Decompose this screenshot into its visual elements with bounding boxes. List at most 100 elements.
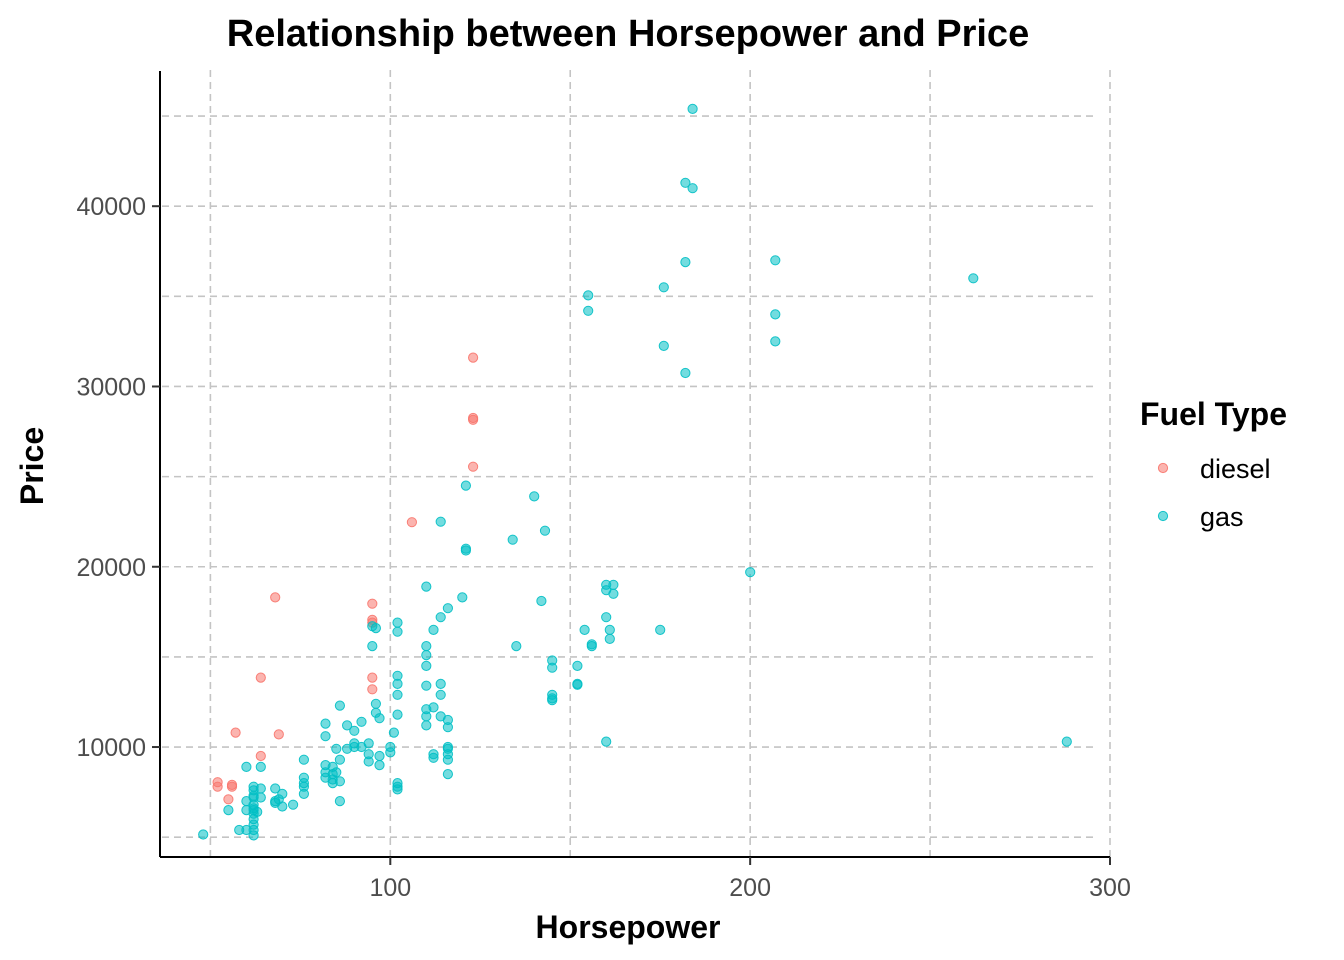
data-point-gas [241,761,252,773]
data-point-gas [608,579,619,590]
data-point-diesel [468,352,479,363]
data-point-gas [252,806,263,818]
data-point-gas [460,480,471,491]
axis-ticks: 100 200 300 10000 20000 30000 40000 [76,193,1130,902]
data-point-gas [770,336,781,347]
legend-title: Fuel Type [1140,396,1287,432]
data-point-gas [442,603,453,614]
data-point-gas [270,783,281,794]
data-point-gas [421,641,432,652]
data-point-gas [334,796,345,807]
data-point-gas [457,592,468,603]
data-point-gas [277,788,288,800]
data-point-gas [687,103,698,115]
data-point-gas [601,736,612,747]
x-tick-label: 100 [369,874,411,902]
data-point-gas [277,801,288,812]
y-tick-label: 40000 [76,193,146,221]
data-point-gas [680,367,691,379]
data-point-gas [583,290,594,301]
data-point-gas [288,799,299,810]
data-point-gas [680,177,691,188]
data-point-diesel [270,592,281,603]
legend-key-gas [1157,510,1169,522]
data-point-gas [421,660,432,672]
legend-label-gas: gas [1200,502,1244,532]
data-point-gas [745,567,756,578]
data-point-gas [572,660,583,672]
data-point-gas [547,695,558,706]
data-point-gas [392,626,403,637]
data-point-gas [460,545,471,556]
data-point-gas [331,743,342,754]
legend-item-diesel: diesel [1157,454,1271,484]
data-point-gas [529,491,540,502]
data-point-gas [342,720,353,731]
data-point-diesel [223,794,234,805]
data-point-gas [320,718,331,729]
data-point-gas [320,731,331,742]
data-point-gas [198,829,209,840]
data-point-gas [586,641,597,652]
legend-key-diesel [1157,462,1169,474]
y-tick-label: 10000 [76,734,146,762]
data-point-diesel [367,598,378,609]
data-point-gas [604,624,615,636]
data-point-gas [392,784,403,795]
data-point-gas [536,595,547,607]
data-point-gas [442,769,453,780]
data-point-gas [770,309,781,320]
x-axis-title: Horsepower [536,909,721,945]
data-point-gas [421,680,432,691]
data-point-gas [334,700,345,711]
data-point-gas [255,761,266,773]
data-point-diesel [367,684,378,695]
data-point-diesel [468,414,479,425]
data-point-gas [770,255,781,266]
data-point-gas [1061,736,1072,747]
data-point-gas [511,641,522,652]
data-point-gas [392,709,403,720]
data-point-gas [374,760,385,771]
grid-lines [162,70,1111,857]
y-tick-label: 30000 [76,373,146,401]
data-point-gas [547,662,558,673]
data-point-gas [539,525,551,536]
data-point-gas [428,702,439,713]
data-point-gas [435,612,446,623]
series-diesel [212,352,479,805]
data-point-gas [223,805,234,816]
x-tick-label: 300 [1089,874,1131,902]
data-point-gas [421,581,432,592]
data-point-diesel [255,750,266,762]
data-point-gas [421,650,432,661]
data-point-gas [658,282,669,293]
data-point-gas [608,588,619,599]
data-point-gas [601,612,612,623]
data-point-gas [658,340,669,351]
legend-label-diesel: diesel [1200,454,1271,484]
data-point-diesel [230,727,241,738]
data-point-gas [392,670,403,681]
data-point-gas [435,516,446,527]
data-point-gas [255,783,266,794]
data-point-gas [334,754,345,765]
data-point-gas [349,725,360,736]
legend: Fuel Type diesel gas [1140,396,1287,532]
data-point-gas [392,617,403,628]
data-point-gas [334,776,345,787]
series-gas [198,103,1072,841]
data-point-gas [572,679,583,690]
data-point-gas [374,750,385,762]
data-point-gas [680,257,691,268]
data-point-gas [428,624,439,636]
data-point-gas [363,738,374,749]
data-point-diesel [367,672,378,683]
data-point-gas [385,747,396,758]
data-point-gas [968,273,979,284]
data-point-gas [435,689,446,700]
data-point-gas [367,641,378,652]
data-point-gas [363,749,374,760]
data-point-gas [442,754,453,765]
